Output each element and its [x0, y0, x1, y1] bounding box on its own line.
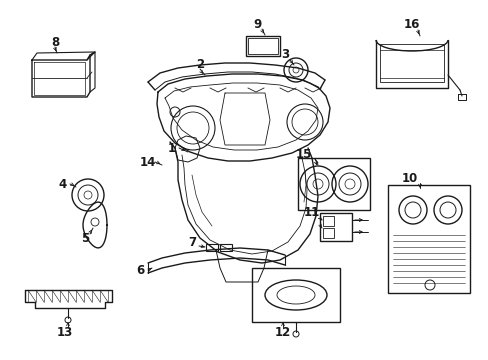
Text: 15: 15: [295, 148, 311, 162]
Text: 5: 5: [81, 231, 89, 244]
Text: 12: 12: [274, 325, 290, 338]
Text: 2: 2: [196, 58, 203, 71]
Bar: [247, 38, 278, 54]
Text: 3: 3: [281, 49, 288, 62]
Text: 9: 9: [253, 18, 262, 31]
Bar: [379, 44, 443, 82]
Bar: [205, 244, 218, 251]
Text: 14: 14: [140, 156, 156, 168]
Text: 10: 10: [401, 171, 417, 184]
Text: 13: 13: [57, 325, 73, 338]
Bar: [220, 244, 231, 251]
Text: 1: 1: [167, 141, 176, 154]
Bar: [323, 216, 333, 226]
Text: 11: 11: [303, 207, 320, 220]
Text: 6: 6: [136, 264, 144, 276]
Bar: [319, 213, 351, 241]
Text: 16: 16: [403, 18, 419, 31]
Text: 4: 4: [59, 177, 67, 190]
Bar: [251, 268, 339, 322]
Bar: [245, 36, 280, 56]
Bar: [323, 228, 333, 238]
Text: 7: 7: [187, 237, 196, 249]
Bar: [387, 185, 469, 293]
Bar: [297, 158, 369, 210]
Text: 8: 8: [51, 36, 59, 49]
